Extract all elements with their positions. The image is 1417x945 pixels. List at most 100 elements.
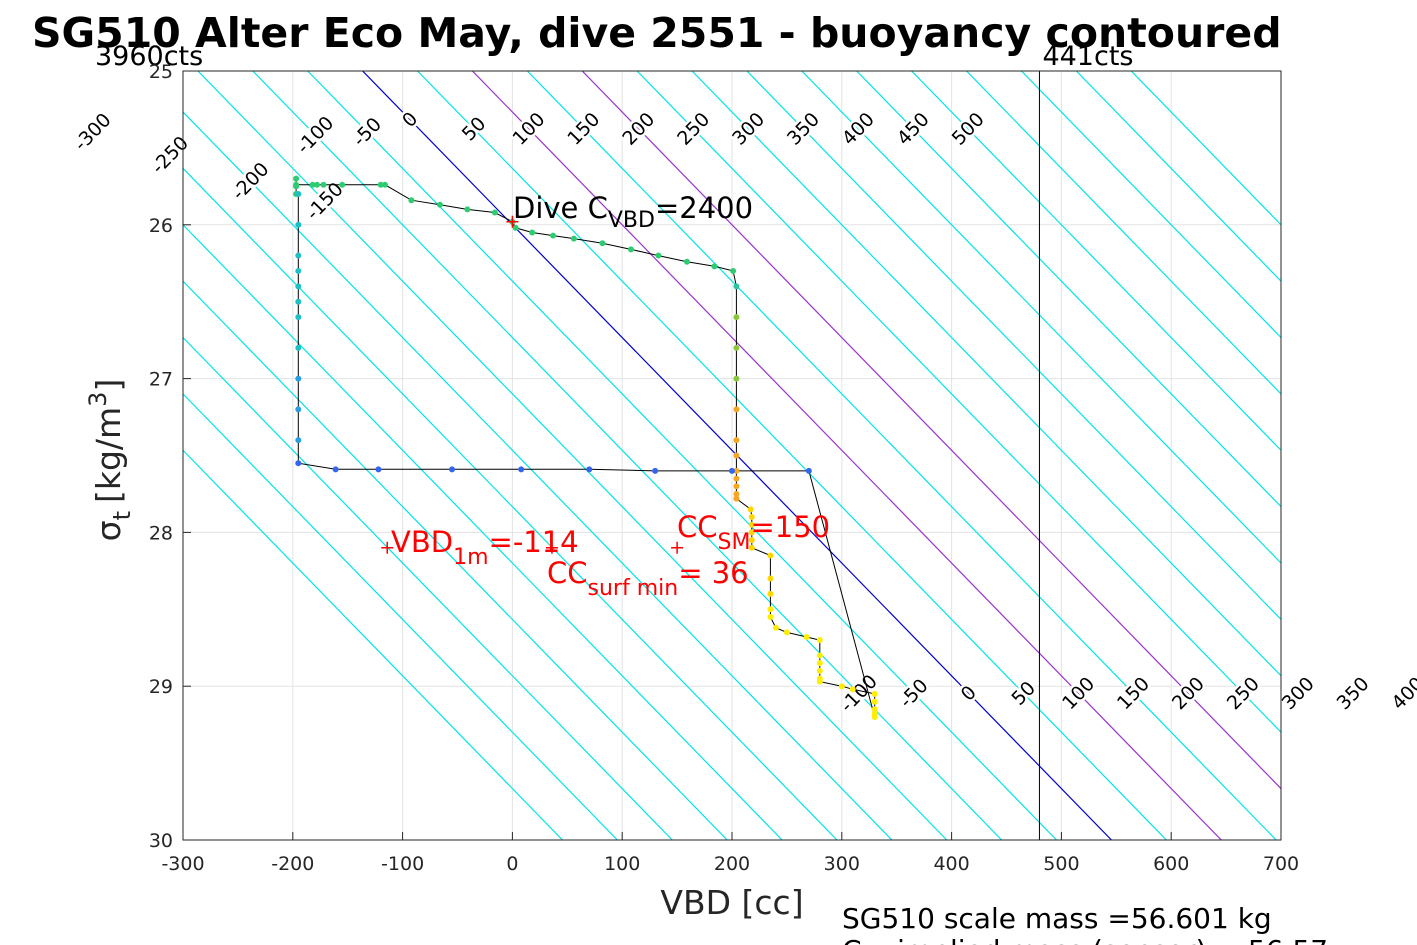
marker-plus	[671, 541, 684, 554]
vertical-marks: 441cts 3960cts	[95, 41, 1133, 840]
annotation-cc-surf-min-prefix: CC	[547, 556, 588, 590]
footer-implied-mass: C... implied mass (sensor) = 56.57	[842, 934, 1328, 945]
x-tick-label: 100	[604, 853, 640, 875]
contour-line	[183, 393, 618, 840]
trace-point	[309, 181, 316, 188]
trace-point	[436, 201, 443, 208]
contour-line	[1021, 71, 1281, 339]
annotation-cc-sm-prefix: CC	[677, 510, 718, 544]
trace-point	[767, 552, 774, 559]
trace-point	[655, 252, 662, 259]
trace-point	[295, 406, 302, 413]
trace-point	[449, 466, 456, 473]
contour-line	[417, 71, 1167, 840]
trace-point	[747, 506, 754, 513]
trace-point	[748, 529, 755, 536]
trace-point	[748, 537, 755, 544]
x-tick-label: 400	[933, 853, 969, 875]
trace-point	[599, 240, 606, 247]
trace-point	[816, 660, 823, 667]
annotation-cc-sm: CCSM=150	[677, 510, 830, 555]
annotation-dive-cvbd: Dive CVBD=2400	[513, 191, 753, 233]
contour-line	[183, 111, 893, 840]
trace-point	[295, 298, 302, 305]
trace-point	[748, 544, 755, 551]
trace-point	[375, 466, 382, 473]
trace-point	[295, 460, 302, 467]
trace-point	[733, 495, 740, 502]
trace-point	[733, 452, 740, 459]
trace-point	[295, 191, 302, 198]
trace-point	[683, 258, 690, 265]
trace-point	[295, 267, 302, 274]
trace-point	[295, 344, 302, 351]
y-axis-label-units: [kg/m	[89, 407, 128, 503]
x-tick-label: 500	[1043, 853, 1079, 875]
contour-line	[1130, 71, 1281, 226]
trace-point	[816, 637, 823, 644]
vertical-mark-label: 441cts	[1042, 41, 1133, 72]
annotation-cc-sm-suffix: =150	[750, 510, 830, 544]
contour-line	[801, 71, 1281, 564]
trace-point	[570, 235, 577, 242]
contour-line	[183, 167, 838, 840]
x-tick-label: 600	[1153, 853, 1189, 875]
trace-point	[748, 521, 755, 528]
dive-trace	[293, 175, 878, 720]
marker-plus	[545, 541, 558, 554]
trace-point	[816, 678, 823, 685]
trace-point	[803, 633, 810, 640]
trace-point	[871, 690, 878, 697]
chart-title: SG510 Alter Eco May, dive 2551 - buoyanc…	[32, 9, 1282, 57]
contour-line	[307, 71, 1057, 840]
annotation-cc-surf-min: CCsurf min= 36	[547, 556, 749, 601]
trace-point	[408, 197, 415, 204]
trace-point	[586, 466, 593, 473]
annotation-vbd-1m: VBD1m=-114	[391, 525, 579, 570]
trace-point	[816, 652, 823, 659]
contour-line	[526, 71, 1277, 840]
annotation-dive-cvbd-suffix: =2400	[655, 191, 753, 225]
y-axis-label: σt [kg/m3]	[84, 379, 136, 542]
marker-plus	[381, 541, 394, 554]
trace-point	[816, 667, 823, 674]
trace-point	[849, 686, 856, 693]
trace-point	[627, 246, 634, 253]
y-axis-label-sup: 3	[84, 392, 112, 407]
trace-point	[711, 263, 718, 270]
y-tick-label: 25	[149, 61, 173, 83]
vertical-mark-label: 3960cts	[95, 41, 203, 72]
x-tick-label: 200	[714, 853, 750, 875]
trace-point	[838, 683, 845, 690]
trace-point	[871, 698, 878, 705]
contour-line	[183, 223, 783, 840]
annotation-cc-sm-sub: SM	[718, 530, 751, 555]
trace-point	[733, 375, 740, 382]
trace-point	[733, 483, 740, 490]
trace-point	[293, 175, 300, 182]
trace-point	[767, 575, 774, 582]
contour-line	[856, 71, 1281, 508]
contour-line	[1075, 71, 1281, 283]
y-tick-label: 29	[149, 676, 173, 698]
trace-point	[295, 221, 302, 228]
x-tick-label: 300	[824, 853, 860, 875]
trace-point	[767, 590, 774, 597]
annotation-cc-surf-min-suffix: = 36	[678, 556, 748, 590]
markers	[381, 215, 684, 554]
trace-point	[295, 283, 302, 290]
y-tick-label: 28	[149, 522, 173, 544]
contour-line	[183, 449, 563, 840]
annotation-dive-cvbd-sub: VBD	[608, 208, 655, 233]
trace-point	[748, 514, 755, 521]
trace-line	[295, 178, 876, 718]
trace-point	[295, 314, 302, 321]
x-tick-label: 700	[1263, 853, 1299, 875]
contour-line	[581, 71, 1281, 790]
contour-line	[746, 71, 1281, 621]
trace-point	[733, 283, 740, 290]
trace-point	[518, 466, 525, 473]
trace-point	[295, 437, 302, 444]
